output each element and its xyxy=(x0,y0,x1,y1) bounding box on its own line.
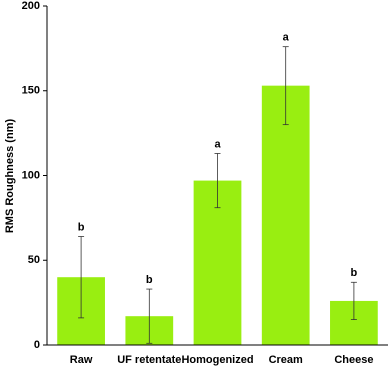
y-tick-label: 50 xyxy=(28,254,40,266)
y-tick-label: 100 xyxy=(22,169,40,181)
significance-letter: b xyxy=(146,274,153,286)
significance-letter: a xyxy=(214,138,221,150)
significance-letter: a xyxy=(283,32,290,44)
x-tick-label: Homogenized xyxy=(181,354,253,366)
error-bar xyxy=(282,46,289,126)
y-tick-label: 150 xyxy=(22,85,40,97)
significance-letter: b xyxy=(78,221,85,233)
x-tick-label: UF retentate xyxy=(117,354,181,366)
y-tick-label: 0 xyxy=(34,339,40,351)
x-tick-label: Raw xyxy=(70,354,93,366)
error-bar xyxy=(350,281,357,320)
y-axis-title: RMS Roughness (nm) xyxy=(4,119,16,234)
bar xyxy=(261,85,310,345)
y-tick-label: 200 xyxy=(22,0,40,12)
error-bar xyxy=(146,288,153,344)
error-bar xyxy=(214,153,221,209)
x-tick-label: Cream xyxy=(269,354,303,366)
x-tick-label: Cheese xyxy=(334,354,373,366)
significance-letter: b xyxy=(351,267,358,279)
error-bar xyxy=(78,236,85,319)
